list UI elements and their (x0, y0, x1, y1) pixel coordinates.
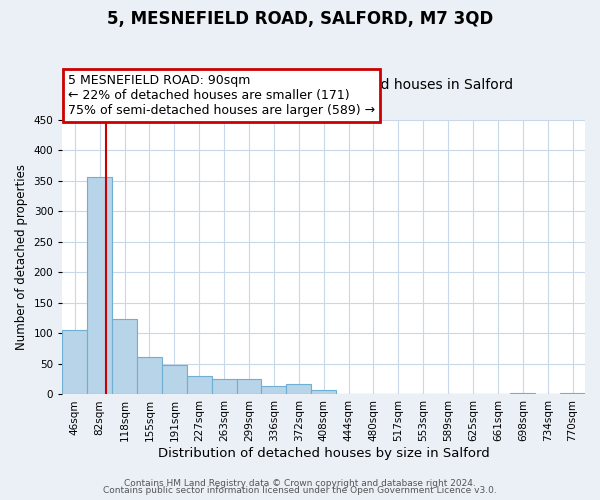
Bar (511, 393, 535, 394)
Bar (187, 376, 212, 394)
Text: 5, MESNEFIELD ROAD, SALFORD, M7 3QD: 5, MESNEFIELD ROAD, SALFORD, M7 3QD (107, 10, 493, 28)
Title: Size of property relative to detached houses in Salford: Size of property relative to detached ho… (134, 78, 513, 92)
Bar (560, 393, 585, 394)
Bar (87, 177, 112, 394)
Bar (112, 320, 137, 394)
Text: Contains HM Land Registry data © Crown copyright and database right 2024.: Contains HM Land Registry data © Crown c… (124, 478, 476, 488)
Bar (311, 390, 336, 394)
Text: 5 MESNEFIELD ROAD: 90sqm
← 22% of detached houses are smaller (171)
75% of semi-: 5 MESNEFIELD ROAD: 90sqm ← 22% of detach… (68, 74, 374, 117)
Y-axis label: Number of detached properties: Number of detached properties (15, 164, 28, 350)
Bar (262, 386, 286, 394)
Bar (236, 379, 262, 394)
Text: Contains public sector information licensed under the Open Government Licence v3: Contains public sector information licen… (103, 486, 497, 495)
Bar (212, 378, 236, 394)
Bar (62, 330, 87, 394)
Bar (162, 365, 187, 394)
Bar (286, 384, 311, 394)
Bar (137, 356, 162, 395)
X-axis label: Distribution of detached houses by size in Salford: Distribution of detached houses by size … (158, 447, 490, 460)
